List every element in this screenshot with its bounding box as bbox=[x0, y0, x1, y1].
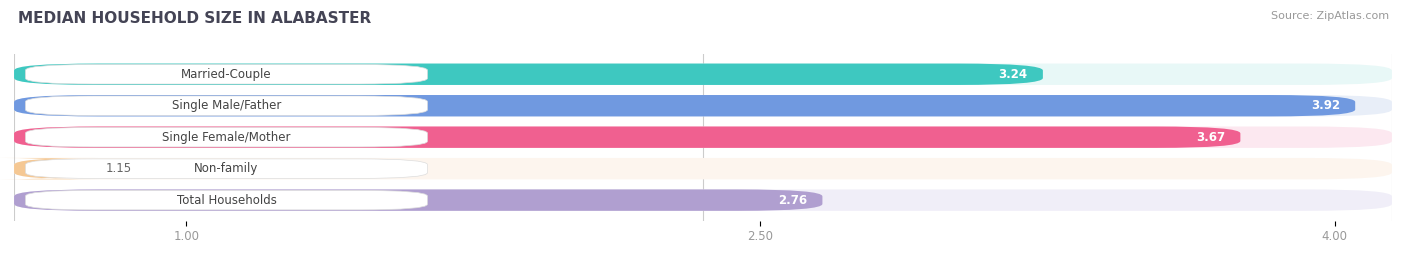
FancyBboxPatch shape bbox=[25, 128, 427, 147]
Text: 3.24: 3.24 bbox=[998, 68, 1028, 81]
Text: 3.67: 3.67 bbox=[1197, 131, 1225, 144]
Text: 1.15: 1.15 bbox=[105, 162, 132, 175]
Text: Married-Couple: Married-Couple bbox=[181, 68, 271, 81]
Text: Non-family: Non-family bbox=[194, 162, 259, 175]
FancyBboxPatch shape bbox=[14, 126, 1240, 148]
FancyBboxPatch shape bbox=[14, 189, 823, 211]
FancyBboxPatch shape bbox=[25, 190, 427, 210]
FancyBboxPatch shape bbox=[14, 63, 1392, 85]
FancyBboxPatch shape bbox=[25, 65, 427, 84]
Text: Single Female/Mother: Single Female/Mother bbox=[162, 131, 291, 144]
FancyBboxPatch shape bbox=[14, 158, 1392, 179]
Text: 2.76: 2.76 bbox=[778, 194, 807, 207]
Text: Source: ZipAtlas.com: Source: ZipAtlas.com bbox=[1271, 11, 1389, 21]
Text: 3.92: 3.92 bbox=[1310, 99, 1340, 112]
FancyBboxPatch shape bbox=[14, 63, 1043, 85]
FancyBboxPatch shape bbox=[14, 126, 1392, 148]
Text: Single Male/Father: Single Male/Father bbox=[172, 99, 281, 112]
FancyBboxPatch shape bbox=[14, 95, 1392, 116]
Text: Total Households: Total Households bbox=[177, 194, 277, 207]
FancyBboxPatch shape bbox=[25, 96, 427, 115]
FancyBboxPatch shape bbox=[0, 158, 98, 179]
FancyBboxPatch shape bbox=[14, 95, 1355, 116]
FancyBboxPatch shape bbox=[25, 159, 427, 178]
FancyBboxPatch shape bbox=[14, 189, 1392, 211]
Text: MEDIAN HOUSEHOLD SIZE IN ALABASTER: MEDIAN HOUSEHOLD SIZE IN ALABASTER bbox=[18, 11, 371, 26]
